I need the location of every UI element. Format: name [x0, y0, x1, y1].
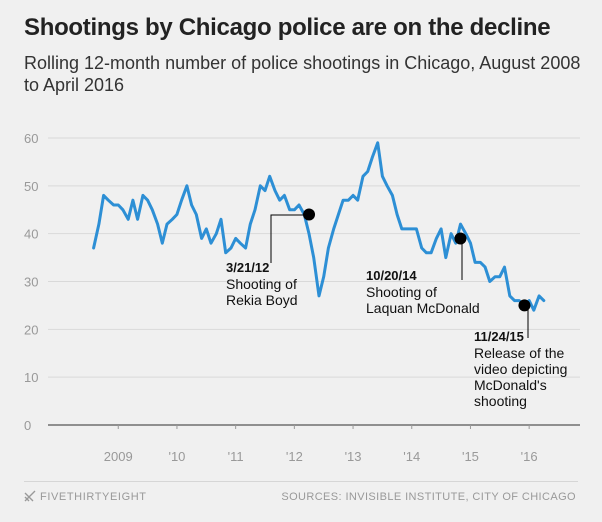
y-tick-label: 10 [24, 370, 38, 385]
annotation-text: Shooting of Rekia Boyd [226, 276, 298, 308]
y-tick-label: 0 [24, 418, 31, 433]
annotation-text-line: Shooting of [366, 284, 437, 300]
event-marker [454, 232, 467, 245]
event-marker [518, 299, 531, 312]
x-tick-label: 2009 [104, 449, 133, 464]
y-axis-ticks: 0 10 20 30 40 50 60 [24, 131, 38, 433]
annotation-text-line: Rekia Boyd [226, 292, 298, 308]
footer-divider [24, 481, 578, 482]
annotation-leader [270, 214, 310, 263]
annotation-text-line: Shooting of [226, 276, 297, 292]
y-tick-label: 40 [24, 227, 38, 242]
event-marker [303, 208, 316, 221]
sources-note: SOURCES: INVISIBLE INSTITUTE, CITY OF CH… [281, 491, 576, 503]
brand-name: FIVETHIRTYEIGHT [40, 491, 147, 503]
annotation-text-line: Laquan McDonald [366, 300, 480, 316]
series-line [92, 141, 546, 312]
y-tick-label: 30 [24, 275, 38, 290]
x-tick-label: '13 [345, 449, 362, 464]
series-layer [92, 141, 546, 312]
y-tick-label: 20 [24, 322, 38, 337]
fivethirtyeight-logo-icon [24, 490, 36, 502]
x-tick-label: '14 [403, 449, 420, 464]
annotation-text-line: McDonald's [474, 377, 547, 393]
annotation-text-line: video depicting [474, 361, 567, 377]
x-tick-label: '16 [521, 449, 538, 464]
x-tick-label: '12 [286, 449, 303, 464]
x-axis-ticks: 2009 '10 '11 '12 '13 '14 '15 '16 [104, 425, 538, 464]
annotation-date: 3/21/12 [226, 260, 269, 275]
y-tick-label: 60 [24, 131, 38, 146]
annotation-text-line: shooting [474, 393, 527, 409]
x-tick-label: '10 [168, 449, 185, 464]
x-tick-label: '11 [228, 449, 244, 464]
annotation-text: Release of the video depicting McDonald's s… [474, 345, 567, 409]
annotation-date: 10/20/14 [366, 268, 417, 283]
x-tick-label: '15 [462, 449, 479, 464]
chart-subtitle: Rolling 12-month number of police shooti… [24, 53, 581, 95]
annotation-date: 11/24/15 [474, 329, 524, 344]
annotation-text: Shooting of Laquan McDonald [366, 284, 480, 316]
chart-title: Shootings by Chicago police are on the d… [24, 14, 551, 41]
annotation-text-line: Release of the [474, 345, 564, 361]
y-tick-label: 50 [24, 179, 38, 194]
